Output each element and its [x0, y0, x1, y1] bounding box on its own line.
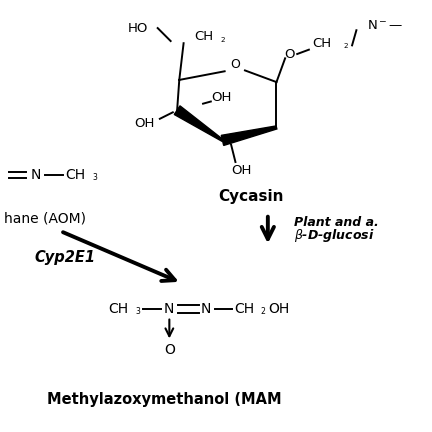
Text: OH: OH: [134, 117, 155, 130]
Text: N: N: [30, 168, 41, 182]
Text: —: —: [389, 19, 402, 32]
Text: OH: OH: [232, 164, 252, 177]
Text: O: O: [164, 343, 175, 357]
Text: OH: OH: [212, 91, 232, 104]
Text: $_2$: $_2$: [220, 35, 226, 45]
Text: CH: CH: [194, 30, 213, 43]
Text: $_2$: $_2$: [343, 41, 349, 51]
Text: N: N: [201, 302, 211, 316]
Text: N: N: [163, 302, 174, 316]
Text: O: O: [284, 48, 295, 60]
Text: Methylazoxymethanol (MAM: Methylazoxymethanol (MAM: [47, 392, 282, 407]
Text: $_3$: $_3$: [135, 306, 141, 318]
Text: HO: HO: [128, 22, 149, 35]
Text: Cycasin: Cycasin: [218, 189, 283, 204]
Text: $_3$: $_3$: [92, 172, 98, 184]
Text: CH: CH: [312, 37, 331, 50]
Text: $\beta$-D-glucosi: $\beta$-D-glucosi: [294, 227, 375, 244]
Polygon shape: [174, 106, 223, 141]
Text: CH: CH: [65, 168, 85, 182]
Text: Cyp2E1: Cyp2E1: [35, 250, 95, 264]
Text: N$^-$: N$^-$: [367, 19, 388, 32]
Polygon shape: [221, 126, 277, 146]
Text: $_2$: $_2$: [260, 306, 266, 318]
Text: hane (AOM): hane (AOM): [4, 211, 86, 225]
Text: Plant and a.: Plant and a.: [294, 216, 378, 229]
Text: CH: CH: [234, 302, 254, 316]
Text: OH: OH: [269, 302, 290, 316]
Text: CH: CH: [108, 302, 128, 316]
Text: O: O: [231, 58, 240, 71]
